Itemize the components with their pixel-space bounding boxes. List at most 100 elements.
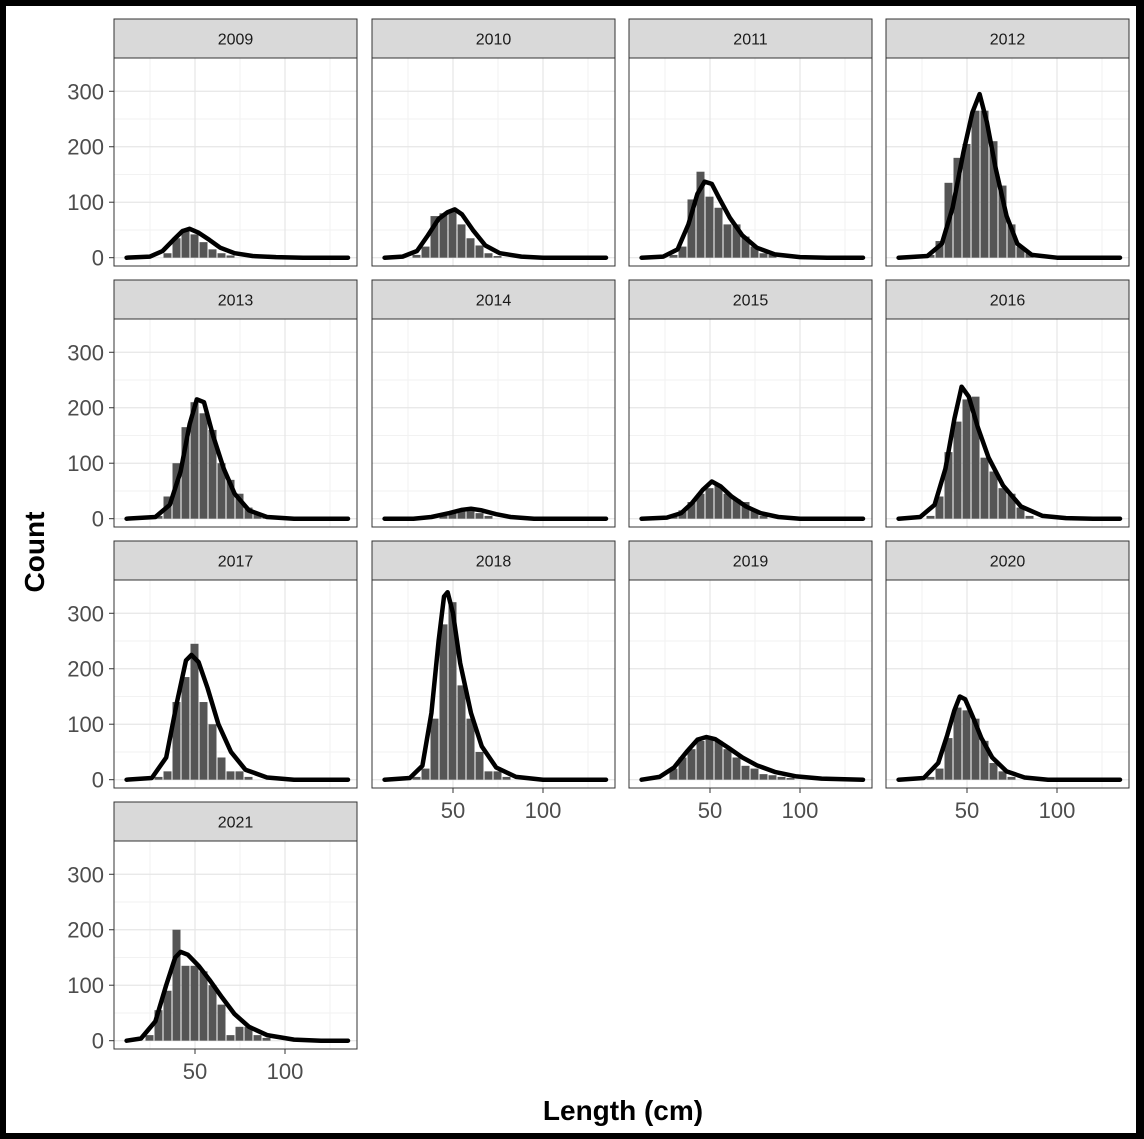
histogram-bar [989, 471, 998, 519]
fitted-curve [124, 949, 351, 1043]
y-tick-label: 100 [67, 712, 104, 737]
histogram-bar [962, 143, 971, 258]
histogram-bar [430, 718, 439, 780]
fitted-curve [639, 179, 866, 260]
facet-panel-2021: 2021 0 100 200 300 50 100 [67, 801, 358, 1084]
histogram-bar [705, 488, 714, 519]
panel-background [629, 580, 872, 788]
histogram-bar [226, 479, 235, 519]
histogram-bar [1007, 493, 1016, 519]
histogram-bar [935, 241, 944, 258]
y-tick-label: 200 [67, 396, 104, 421]
histogram-bar [475, 751, 484, 780]
histogram-bar [935, 768, 944, 780]
histogram-bar [172, 238, 181, 258]
histogram-bar [226, 255, 235, 258]
histogram-bar [732, 499, 741, 519]
facet-strip-label: 2009 [218, 32, 254, 49]
y-tick-label: 0 [92, 768, 104, 793]
histogram-bar [723, 224, 732, 258]
histogram-bar [208, 249, 217, 258]
histogram-bar [262, 1037, 271, 1041]
histogram-bar [786, 778, 795, 780]
panel-border [885, 579, 1130, 789]
panel-border [885, 57, 1130, 267]
y-tick-label: 0 [92, 507, 104, 532]
histogram-bar [181, 677, 190, 780]
panel-border [371, 318, 616, 528]
histogram-bar [971, 110, 980, 258]
histogram-bar [244, 507, 253, 519]
histogram-bar [678, 757, 687, 780]
histogram-bar [226, 1035, 235, 1041]
facet-strip-label: 2020 [990, 554, 1026, 571]
fitted-curve [639, 479, 866, 521]
histogram-bar [493, 771, 502, 780]
y-tick-label: 100 [67, 973, 104, 998]
histogram-bar [412, 254, 421, 258]
histogram-bar [723, 493, 732, 519]
panel-background [114, 58, 357, 266]
histogram-bar [475, 245, 484, 258]
histogram-bar [253, 1035, 262, 1041]
x-tick-label: 50 [441, 798, 465, 823]
panel-border [628, 57, 873, 267]
histogram-bar [750, 246, 759, 258]
y-axis-title: Count [19, 512, 50, 593]
facet-strip-label: 2014 [476, 293, 512, 310]
panel-border [371, 57, 616, 267]
histogram-bar [172, 929, 181, 1041]
facet-strip-2012 [885, 18, 1130, 59]
facet-strip-label: 2010 [476, 32, 512, 49]
facet-strip-label: 2019 [733, 554, 769, 571]
histogram-bar [714, 740, 723, 780]
histogram-bar [484, 771, 493, 780]
facet-strip-2013 [113, 279, 358, 320]
facet-strip-2009 [113, 18, 358, 59]
histogram-bar [926, 515, 935, 519]
facet-panel-2016: 2016 [885, 279, 1130, 528]
histogram-bar [768, 775, 777, 780]
histogram-bar [962, 399, 971, 519]
histogram-bar [421, 246, 430, 258]
facet-panel-2013: 2013 0 100 200 300 [67, 279, 358, 532]
histogram-bar [926, 776, 935, 780]
histogram-bar [989, 141, 998, 258]
histogram-bar [750, 768, 759, 780]
histogram-bar [998, 185, 1007, 258]
x-tick-label: 50 [698, 798, 722, 823]
histogram-bar [678, 246, 687, 258]
panel-background [372, 58, 615, 266]
x-tick-label: 50 [183, 1059, 207, 1084]
histogram-bar [163, 771, 172, 780]
y-tick-label: 200 [67, 135, 104, 160]
panel-border [371, 579, 616, 789]
facet-strip-label: 2013 [218, 293, 254, 310]
histogram-bar [502, 776, 511, 780]
histogram-bar [759, 253, 768, 258]
panel-border [113, 579, 358, 789]
histogram-bar [484, 253, 493, 258]
facet-panel-2011: 2011 [628, 18, 873, 267]
histogram-bar [466, 718, 475, 780]
panel-border [113, 840, 358, 1050]
panel-border [628, 579, 873, 789]
histogram-bar [723, 749, 732, 780]
histogram-bar [953, 421, 962, 519]
y-tick-label: 100 [67, 451, 104, 476]
histogram-bar [705, 738, 714, 780]
facet-panel-2014: 2014 [371, 279, 616, 528]
panel-border [113, 318, 358, 528]
histogram-bar [208, 429, 217, 519]
facet-strip-label: 2011 [733, 32, 768, 49]
histogram-bar [1007, 224, 1016, 258]
histogram-bar [190, 965, 199, 1041]
histogram-bar [980, 740, 989, 780]
histogram-bar [154, 1010, 163, 1041]
panel-background [629, 58, 872, 266]
histogram-bar [457, 685, 466, 780]
facet-panel-2010: 2010 [371, 18, 616, 267]
histogram-bar [998, 771, 1007, 780]
x-tick-label: 50 [955, 798, 979, 823]
panel-background [372, 580, 615, 788]
